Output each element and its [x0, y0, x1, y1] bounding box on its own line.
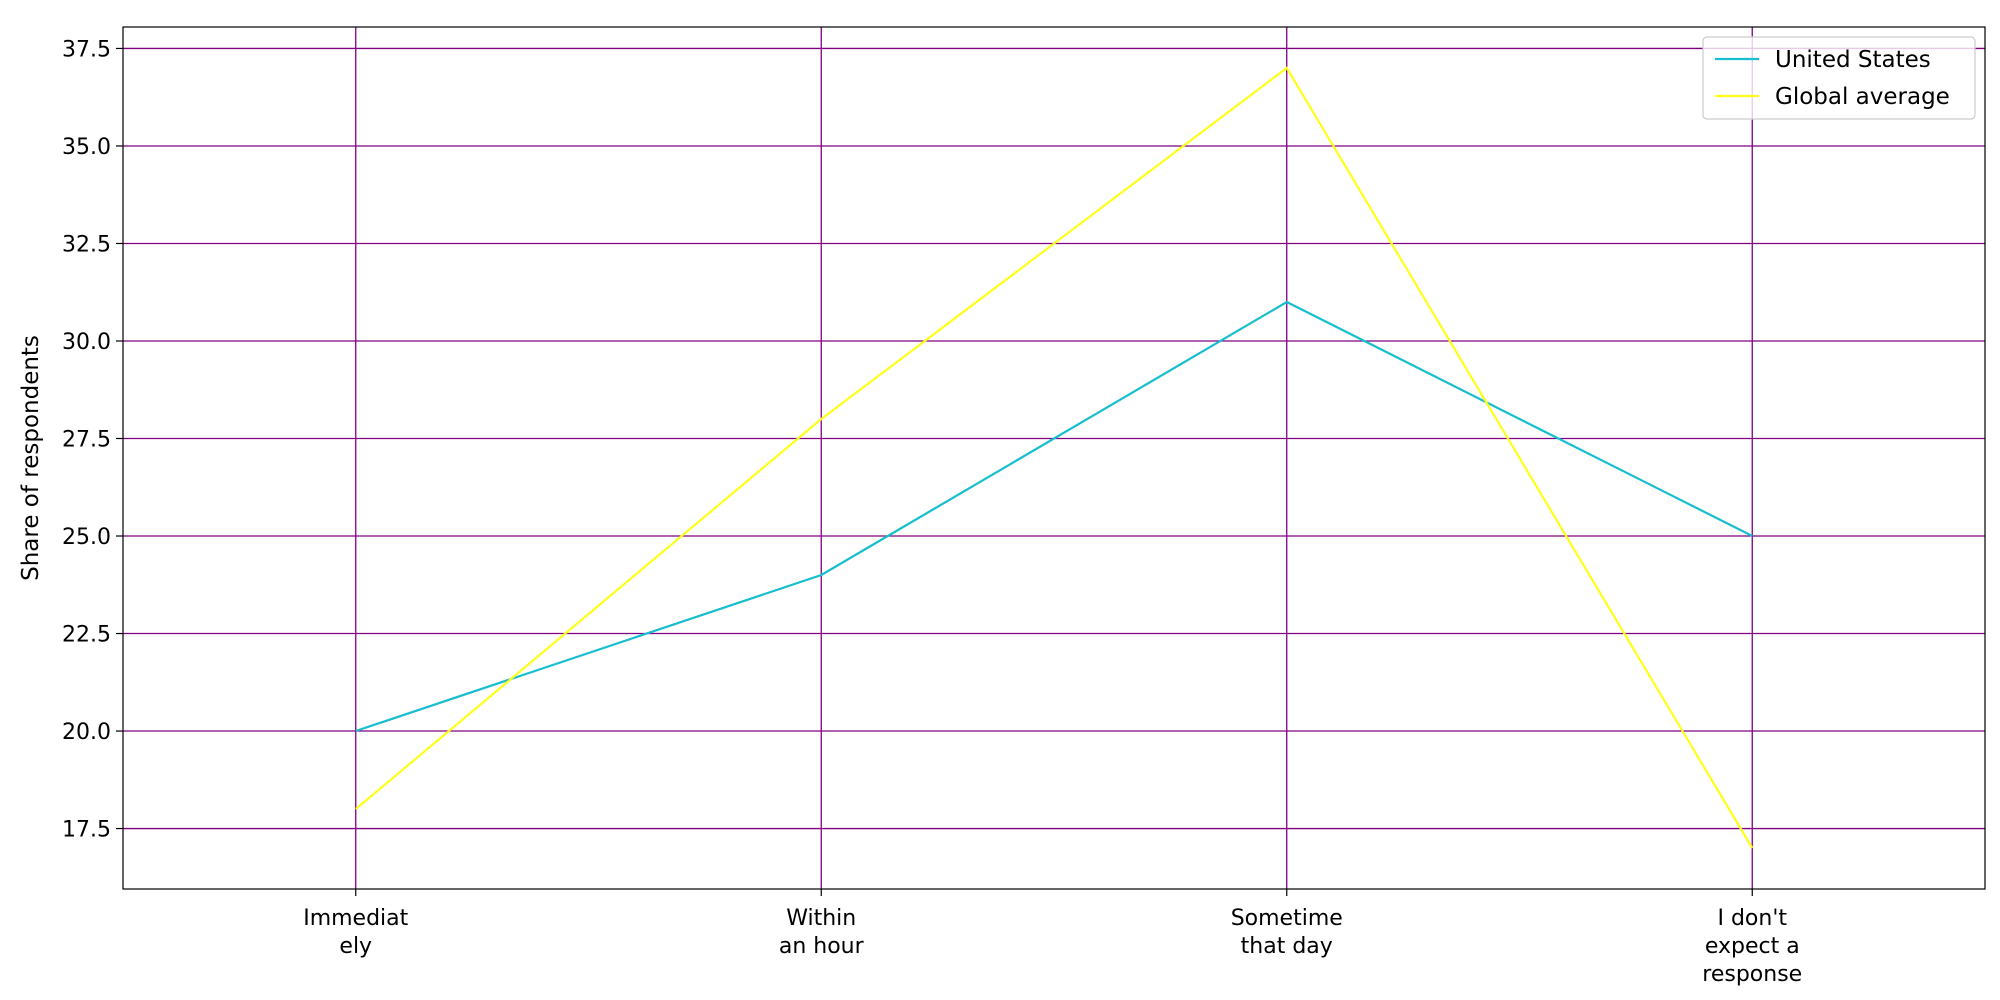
x-tick-label-line: Within	[786, 906, 856, 931]
x-tick-label: Within an hour	[779, 906, 865, 959]
x-axis-ticks: Immediat ely Within an hour Sometime that day…	[303, 889, 1802, 987]
y-tick-label: 37.5	[62, 37, 111, 62]
y-tick-label: 30.0	[62, 330, 111, 355]
y-tick-label: 27.5	[62, 427, 111, 452]
legend-label: United States	[1775, 47, 1931, 73]
x-tick-label-line: expect a	[1705, 934, 1800, 959]
x-tick-label-line: Sometime	[1231, 906, 1343, 931]
x-tick-label-line: response	[1702, 962, 1802, 987]
y-tick-label: 17.5	[62, 818, 111, 843]
x-tick-label: Sometime that day	[1231, 906, 1343, 959]
x-tick-label: Immediat ely	[303, 906, 408, 959]
y-tick-label: 32.5	[62, 232, 111, 257]
series-lines	[355, 66, 1754, 849]
x-tick-label-line: Immediat	[303, 906, 408, 931]
x-tick-label-line: ely	[339, 934, 372, 959]
y-axis-ticks: 17.5 20.0 22.5 25.0 27.5 30.0 32.5 35.0 37.5	[62, 37, 123, 843]
y-tick-label: 20.0	[62, 720, 111, 745]
y-tick-label: 22.5	[62, 623, 111, 648]
plot-frame	[122, 26, 1986, 890]
x-tick-label-line: that day	[1241, 934, 1333, 959]
x-tick-label-line: an hour	[779, 934, 865, 959]
y-axis-title: Share of respondents	[18, 335, 44, 581]
legend: United States Global average	[1702, 36, 1976, 120]
x-tick-label: I don't expect a response	[1702, 906, 1802, 987]
y-tick-label: 35.0	[62, 135, 111, 160]
legend-box	[1702, 36, 1976, 120]
y-tick-label: 25.0	[62, 525, 111, 550]
series-line-1	[355, 300, 1753, 733]
legend-label: Global average	[1775, 84, 1950, 110]
series-line-2	[355, 66, 1754, 849]
x-tick-label-line: I don't	[1717, 906, 1787, 931]
